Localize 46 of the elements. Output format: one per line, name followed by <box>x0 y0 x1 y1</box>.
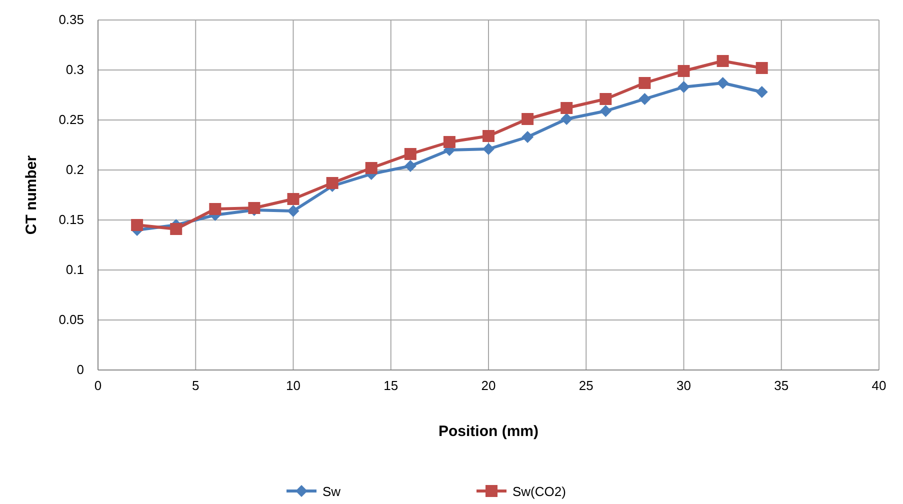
point <box>170 223 182 235</box>
y-tick-label: 0.3 <box>66 62 84 77</box>
y-axis-title: CT number <box>23 155 40 235</box>
y-tick-label: 0.05 <box>58 312 84 327</box>
point <box>482 130 494 142</box>
point <box>443 136 456 148</box>
point <box>756 62 768 74</box>
point <box>600 93 612 105</box>
x-tick-label: 40 <box>872 378 886 393</box>
point <box>678 81 690 93</box>
point <box>560 113 573 125</box>
point <box>638 93 651 105</box>
y-tick-label: 0.25 <box>58 112 84 127</box>
point <box>522 131 534 143</box>
point <box>678 65 690 77</box>
legend-label: Sw(CO2) <box>512 484 566 499</box>
y-tick-label: 0.2 <box>66 162 84 177</box>
x-tick-label: 15 <box>384 378 398 393</box>
point <box>482 143 494 155</box>
point <box>287 193 300 205</box>
point <box>404 148 416 160</box>
x-tick-label: 5 <box>192 378 200 393</box>
x-tick-label: 0 <box>94 378 102 393</box>
point <box>365 162 378 174</box>
point <box>716 55 729 67</box>
point <box>522 113 534 125</box>
legend-label: Sw <box>322 484 342 499</box>
x-tick-label: 35 <box>774 378 789 393</box>
point <box>600 105 612 117</box>
x-tick-label: 25 <box>578 378 594 393</box>
point <box>287 205 300 217</box>
point <box>209 203 222 215</box>
x-tick-label: 30 <box>676 378 691 393</box>
point <box>560 102 573 114</box>
point <box>404 160 416 172</box>
y-tick-label: 0.1 <box>66 262 84 277</box>
point <box>756 86 768 98</box>
x-tick-label: 20 <box>481 378 496 393</box>
point <box>716 77 729 89</box>
y-tick-label: 0.15 <box>58 212 84 227</box>
y-tick-label: 0.35 <box>58 12 84 27</box>
point <box>638 77 651 89</box>
x-axis-title: Position (mm) <box>438 423 538 440</box>
y-tick-label: 0 <box>76 362 84 377</box>
point <box>131 219 144 231</box>
x-tick-label: 10 <box>286 378 300 393</box>
